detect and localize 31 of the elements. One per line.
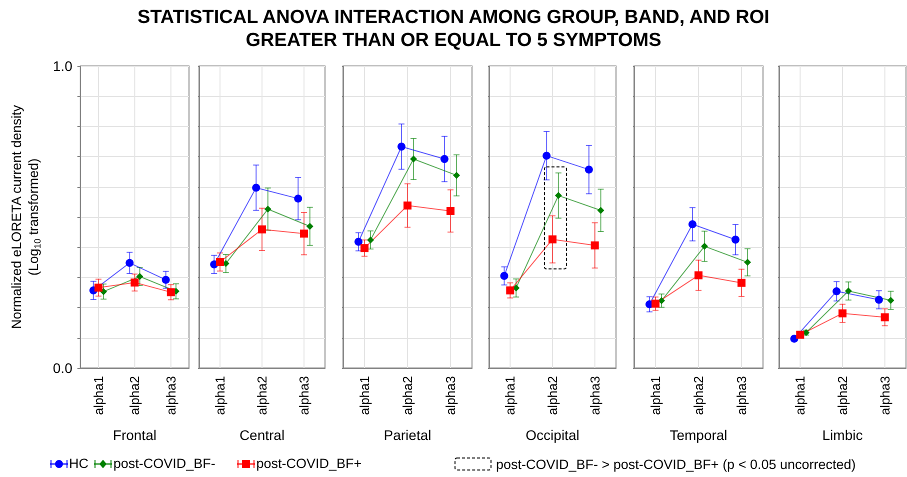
x-tick-label: alpha1 [212, 376, 228, 416]
x-axis-title: Parietal [384, 427, 432, 443]
x-axis-title: Temporal [670, 427, 728, 443]
x-tick-label: alpha1 [357, 376, 372, 416]
x-tick-label: alpha1 [792, 376, 808, 416]
x-axis-title: Occipital [526, 427, 580, 443]
x-tick-label: alpha1 [648, 376, 663, 416]
x-tick-label: alpha2 [254, 376, 270, 416]
x-tick-label: alpha2 [545, 376, 560, 416]
x-axis-title: Limbic [822, 427, 863, 443]
x-tick-label: alpha1 [90, 376, 106, 416]
legend-label: HC [69, 456, 88, 471]
x-tick-label: alpha3 [163, 376, 178, 416]
x-axis-title: Frontal [112, 427, 156, 443]
x-tick-label: alpha3 [296, 376, 312, 416]
text: STATISTICAL ANOVA INTERACTION AMONG GROUP, BAND, AND ROI GREATER THAN OR EQUAL TO 5 SYMPTOMS [136, 6, 770, 52]
x-axis-title: Central [239, 427, 285, 443]
x-tick-label: alpha3 [587, 376, 602, 416]
x-tick-label: alpha3 [734, 376, 749, 416]
x-tick-label: alpha2 [835, 376, 850, 416]
x-tick-label: alpha3 [877, 376, 892, 416]
y-tick-label: 0.0 [52, 360, 73, 376]
legend-label: post-COVID_BF+ [256, 456, 362, 471]
y-tick-label: 1.0 [52, 58, 73, 74]
legend-label: post-COVID_BF- [113, 456, 216, 471]
text: post-COVID_BF- > post-COVID_BF+ (p < 0.05 uncorrected) [496, 456, 856, 472]
x-tick-label: alpha2 [127, 376, 142, 416]
x-tick-label: alpha2 [400, 376, 415, 416]
x-tick-label: alpha3 [443, 376, 458, 416]
x-tick-label: alpha2 [691, 376, 706, 416]
x-tick-label: alpha1 [502, 376, 518, 416]
